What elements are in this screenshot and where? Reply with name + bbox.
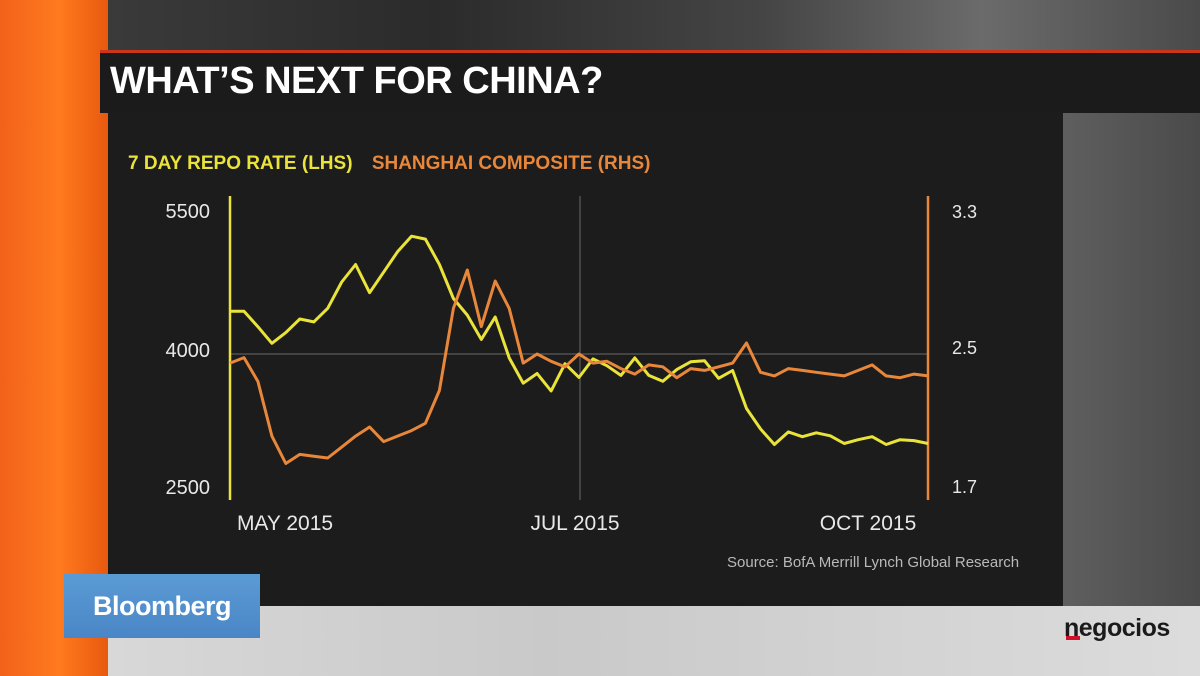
title-band (100, 50, 1200, 113)
x-tick-label: OCT 2015 (820, 512, 917, 535)
x-tick-label: JUL 2015 (530, 512, 619, 535)
x-tick-label: MAY 2015 (237, 512, 333, 535)
left-tick-label: 5500 (166, 201, 211, 223)
series-line-shanghai-composite (229, 268, 929, 465)
brand-side-bar (0, 0, 108, 676)
negocios-logo: negocios (1064, 614, 1170, 642)
bloomberg-logo: Bloomberg (64, 574, 260, 638)
legend-repo-rate: 7 DAY REPO RATE (LHS) (128, 153, 353, 174)
bottom-ticker-bar (108, 606, 1200, 676)
right-tick-label: 1.7 (952, 477, 977, 497)
chart-legend: 7 DAY REPO RATE (LHS) SHANGHAI COMPOSITE… (128, 153, 665, 175)
chart-panel (108, 112, 1063, 612)
negocios-logo-mark (1066, 636, 1080, 640)
right-tick-label: 2.5 (952, 338, 977, 358)
source-note: Source: BofA Merrill Lynch Global Resear… (727, 554, 1020, 571)
legend-shanghai-composite: SHANGHAI COMPOSITE (RHS) (371, 153, 651, 174)
series-line-repo-rate (230, 234, 929, 446)
page-title: WHAT’S NEXT FOR CHINA? (110, 60, 603, 102)
left-tick-label: 4000 (166, 340, 211, 362)
right-tick-label: 3.3 (952, 202, 977, 222)
left-tick-label: 2500 (166, 477, 211, 499)
